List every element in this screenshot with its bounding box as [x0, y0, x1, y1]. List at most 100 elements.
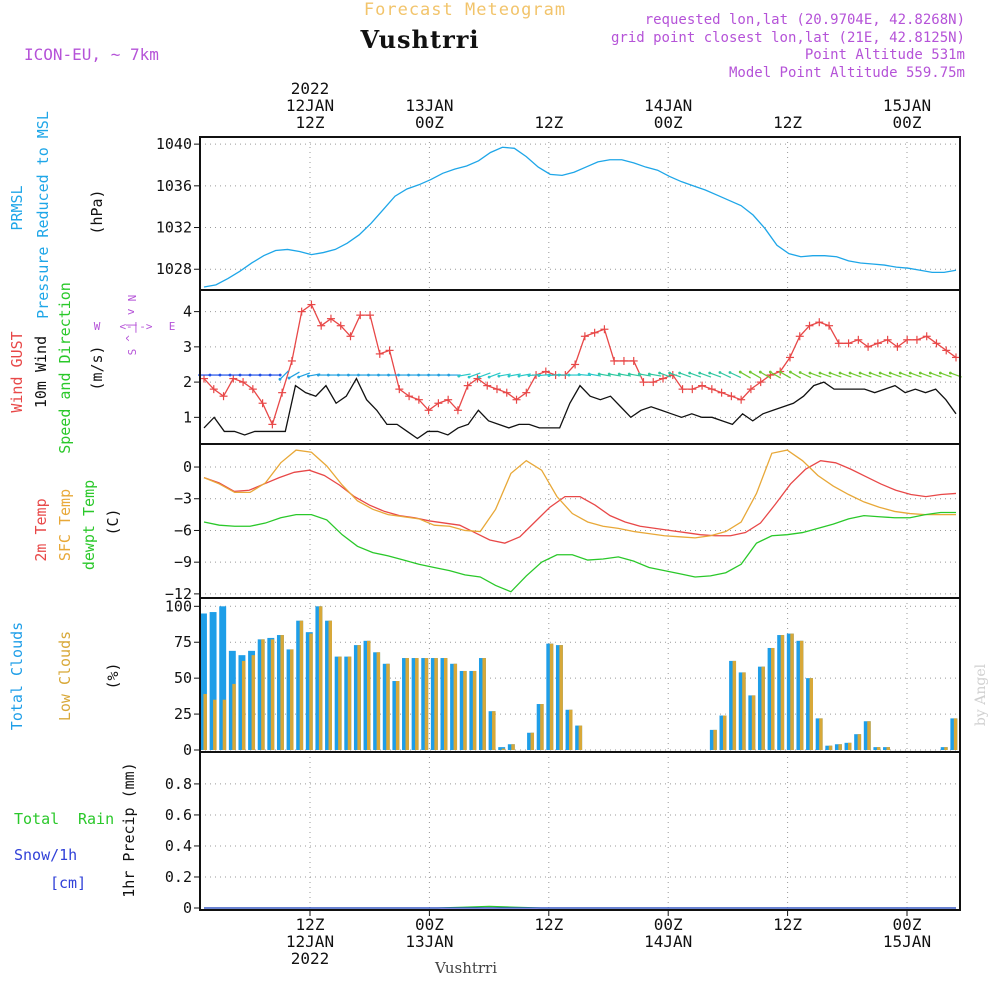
- low-cloud-bar: [848, 742, 852, 750]
- low-cloud-bar: [809, 678, 814, 750]
- series-line: [203, 303, 957, 427]
- wind-arrow: [298, 372, 311, 378]
- requested-coords: requested lon,lat (20.9704E, 42.8268N): [645, 12, 965, 28]
- wind-arrow-head: [858, 371, 862, 375]
- total-cloud-bar: [796, 640, 804, 750]
- total-cloud-bar: [536, 704, 544, 750]
- y-tick-label: −12: [165, 585, 192, 603]
- wind-arrow: [599, 373, 612, 377]
- wind10-label: 10m Wind: [32, 336, 50, 408]
- wind-arrow-head: [828, 371, 832, 375]
- wind-arrow: [609, 373, 622, 377]
- pressure-labels: PRMSL Pressure Reduced to MSL (hPa): [8, 111, 106, 319]
- wind-arrow-head: [527, 374, 531, 377]
- low-cloud-bar: [347, 656, 352, 750]
- wind-arrow-head: [367, 373, 370, 377]
- wind-arrow: [669, 372, 682, 378]
- low-cloud-bar: [876, 747, 881, 750]
- sfc-label: SFC Temp: [56, 489, 74, 561]
- total-cloud-bar: [546, 643, 554, 750]
- panel-frame: [199, 136, 961, 291]
- wind-arrow: [809, 372, 822, 378]
- wind-arrow-head: [397, 373, 400, 377]
- cloud-unit-label: (%): [104, 662, 122, 689]
- wind-arrow: [910, 372, 922, 378]
- wind-arrow-head: [888, 371, 892, 375]
- wind-arrow: [709, 372, 722, 378]
- series-line: [203, 377, 957, 440]
- wind-arrow-head: [407, 373, 410, 377]
- wind-arrow: [699, 372, 712, 378]
- precip-unit-label: 1hr Precip (mm): [120, 762, 138, 897]
- wind-arrow-head: [918, 371, 922, 375]
- wind-arrow-head: [316, 373, 320, 377]
- wind-arrow: [900, 372, 912, 378]
- product-title: Forecast Meteogram: [364, 0, 566, 20]
- low-cloud-bar: [328, 620, 332, 750]
- low-cloud-bar: [270, 639, 275, 750]
- time-label-bottom: 00Z: [893, 915, 922, 934]
- total-cloud-bar: [719, 715, 727, 750]
- dewpt-label: dewpt Temp: [80, 480, 98, 570]
- wind-arrow-head: [728, 371, 732, 374]
- compass-vertical-arrow: ^ | v: [124, 308, 137, 341]
- low-cloud-bar: [751, 695, 756, 750]
- wind-arrow-head: [457, 374, 461, 378]
- wind-arrow-head: [326, 373, 330, 377]
- time-label-bottom: 12Z: [296, 915, 325, 934]
- time-label-top: 12Z: [534, 113, 563, 132]
- wind-arrow: [759, 371, 771, 379]
- compass-rose: N ^ | v S W <-|-> E: [94, 295, 176, 356]
- panel-frame: [199, 751, 961, 911]
- low-cloud-bar: [405, 658, 409, 750]
- precip-labels: Total Rain Snow/1h [cm] 1hr Precip (mm): [14, 762, 138, 897]
- low-cloud-bar: [376, 652, 381, 750]
- total-cloud-bar: [873, 747, 881, 750]
- wind-arrow-head: [467, 375, 471, 379]
- snow-label-2: [cm]: [50, 874, 86, 892]
- low-cloud-bar: [540, 704, 544, 750]
- footer-station: Vushtrri: [434, 959, 497, 977]
- wind-arrow-head: [427, 373, 431, 377]
- y-tick-label: 50: [174, 669, 192, 687]
- low-cloud-bar: [838, 744, 842, 750]
- wind-arrow-head: [287, 376, 291, 380]
- wind-arrow-head: [557, 373, 561, 377]
- low-cloud-bar: [213, 699, 217, 750]
- low-cloud-bar: [722, 715, 727, 750]
- panel-3: 0 25 50 75 100: [165, 597, 961, 759]
- low-cloud-bar: [318, 606, 323, 750]
- wind-arrow-head: [347, 373, 350, 377]
- wind-arrow: [458, 373, 471, 377]
- low-cloud-bar: [732, 660, 737, 750]
- time-label-top: 00Z: [654, 113, 683, 132]
- wind-arrow: [468, 372, 481, 378]
- wind-arrow: [920, 372, 932, 378]
- wind-arrow-head: [928, 371, 932, 375]
- time-label-top: 00Z: [415, 113, 444, 132]
- wind-arrow-head: [948, 371, 952, 375]
- panel-4: 0 0.2 0.4 0.6 0.8: [165, 751, 961, 917]
- total-cloud-bar: [315, 606, 323, 750]
- wind-arrow-head: [477, 375, 481, 379]
- time-label-top: 12Z: [773, 113, 802, 132]
- wind-arrow: [659, 372, 672, 378]
- y-tick-label: 4: [183, 303, 192, 321]
- panel-1: 1 2 3 4: [183, 289, 962, 445]
- time-label-top: 13JAN: [405, 96, 453, 115]
- y-tick-label: 0.2: [165, 868, 192, 886]
- time-label-bottom: 12Z: [773, 915, 802, 934]
- time-label-top: 14JAN: [644, 96, 692, 115]
- wind-arrow: [508, 373, 521, 377]
- y-tick-label: 3: [183, 338, 192, 356]
- wind-arrow: [770, 371, 782, 379]
- wind-arrow-head: [507, 374, 511, 378]
- wind-arrow-head: [517, 374, 521, 378]
- low-cloud-bar: [251, 655, 256, 750]
- y-tick-label: 1032: [156, 219, 192, 237]
- panel-0: 1028 1032 1036 1040: [156, 135, 961, 291]
- wind-arrow-head: [708, 371, 712, 375]
- wind-arrow: [619, 373, 632, 377]
- wind-arrow: [288, 371, 300, 379]
